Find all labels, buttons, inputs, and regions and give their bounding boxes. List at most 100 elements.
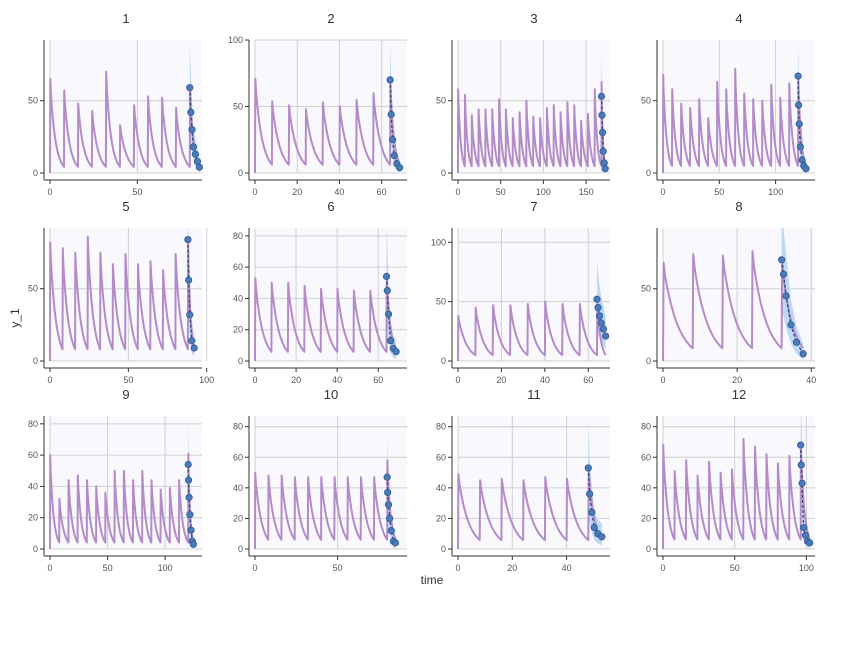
panel-7: 7 0 20 40 60 0 50 100 [431,199,610,385]
prediction-line [254,272,398,362]
panel-background [50,416,202,549]
observation-point [595,312,604,320]
y-tick-label: 40 [28,481,38,491]
observation-point [184,460,192,469]
x-tick-label: 60 [373,375,383,385]
observation-point [186,311,194,319]
x-tick-label: 50 [103,563,113,573]
panel-3: 3 0 50 100 150 0 50 [436,11,610,197]
y-tick-label: 0 [238,544,243,554]
observation-point [601,165,609,173]
observation-point [798,479,806,487]
panel-title: 4 [735,11,742,26]
observation-point [782,292,790,300]
x-tick-label: 40 [562,563,572,573]
prediction-line [49,70,201,174]
prediction-line [662,437,811,550]
y-tick-label: 0 [646,544,651,554]
x-tick-label: 0 [47,375,52,385]
panel-12: 12 0 50 100 0 20 40 60 80 [641,387,815,573]
y-tick-label: 40 [436,483,446,493]
observation-point [584,464,592,472]
observation-point [187,526,195,534]
panel-11: 11 0 20 40 0 20 40 60 80 [436,387,610,573]
observation-point [586,490,594,498]
x-tick-label: 0 [455,187,460,197]
y-tick-label: 60 [436,452,446,462]
panel-title: 7 [530,199,537,214]
prediction-line [254,459,397,550]
x-tick-label: 60 [377,187,387,197]
y-tick-label: 20 [233,513,243,523]
y-tick-label: 0 [33,544,38,554]
observation-point [599,147,607,155]
observation-point [778,256,786,264]
x-tick-label: 20 [496,375,506,385]
observation-point [597,319,605,327]
observation-point [386,514,394,523]
x-tick-label: 0 [252,375,257,385]
y-axis-title: y_1 [8,308,22,328]
y-tick-label: 60 [233,262,243,272]
observation-point [387,110,395,119]
observation-point [801,531,809,539]
x-tick-label: 0 [252,563,257,573]
x-tick-label: 0 [47,563,52,573]
y-tick-label: 80 [28,419,38,429]
observation-point [189,540,197,548]
x-tick-label: 0 [252,187,257,197]
observation-point [386,76,394,84]
observation-point [187,108,195,116]
observation-point [382,272,391,281]
observation-point [588,508,596,516]
observation-point [185,276,193,284]
observation-point [797,441,805,449]
panel-title: 8 [735,199,742,214]
observation-point [185,493,193,501]
prediction-line [254,77,401,174]
y-tick-label: 20 [28,513,38,523]
observation-point [806,539,814,547]
observation-point [396,164,404,172]
observation-point [797,461,805,469]
y-tick-label: 50 [233,102,243,112]
observation-point [383,286,391,295]
y-tick-label: 0 [238,356,243,366]
panel-title: 11 [527,387,541,402]
prediction-interval-band [781,228,804,360]
y-tick-label: 0 [441,356,446,366]
observation-point [186,510,194,519]
observation-point [779,270,788,278]
x-tick-label: 0 [660,563,665,573]
observation-point [188,126,196,134]
observation-point [389,136,397,144]
x-tick-label: 20 [292,187,302,197]
x-tick-label: 50 [333,563,343,573]
observation-point [189,143,198,151]
observation-point [787,321,795,329]
x-tick-label: 40 [334,187,344,197]
x-tick-label: 50 [132,187,142,197]
y-tick-label: 50 [28,96,38,106]
y-tick-label: 0 [441,168,446,178]
observation-point [190,344,198,352]
observation-point [599,325,608,333]
y-tick-label: 60 [233,452,243,462]
y-tick-label: 20 [641,513,651,523]
observation-point [184,476,193,484]
observation-point [594,303,602,312]
observation-point [195,163,203,171]
y-tick-label: 50 [641,284,651,294]
observation-point [593,295,601,303]
prediction-line [457,467,603,550]
y-tick-label: 50 [436,96,446,106]
x-tick-label: 0 [47,187,52,197]
prediction-interval-band [386,228,397,359]
prediction-interval-band [187,228,195,357]
x-axis-title: time [421,573,444,587]
observation-point [802,165,810,173]
observation-point [602,332,610,340]
